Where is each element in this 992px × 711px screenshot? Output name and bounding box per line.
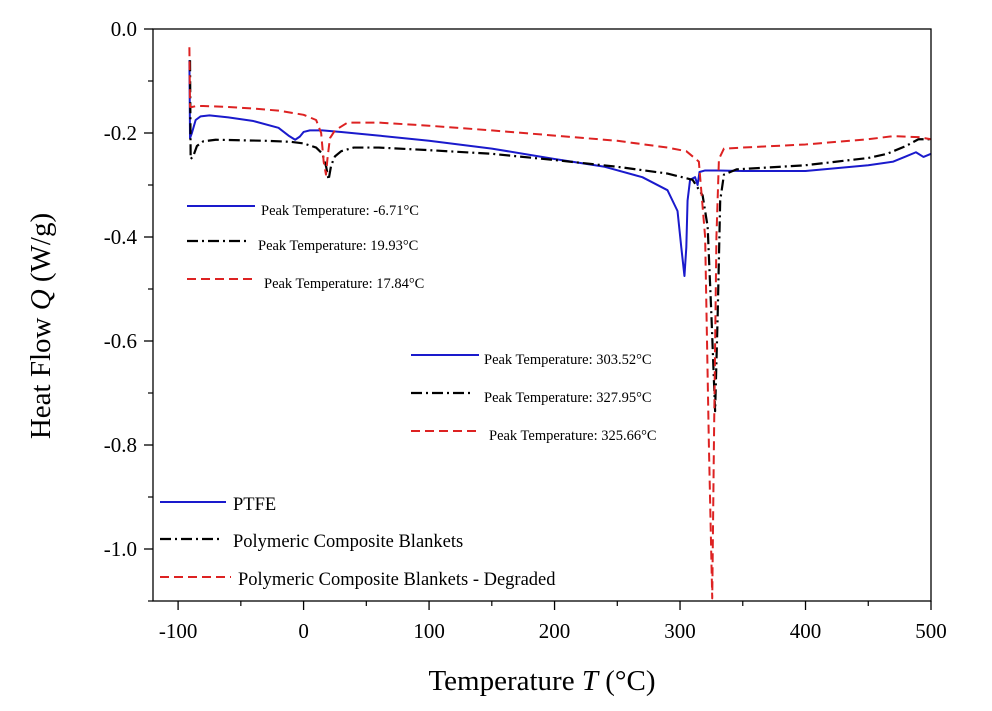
y-tick-label: -0.8 — [104, 433, 137, 457]
x-tick-label: 300 — [664, 619, 696, 643]
peak-annotation-text: Peak Temperature: 327.95°C — [484, 390, 652, 406]
y-tick-label: -0.6 — [104, 329, 137, 353]
x-axis-label-unit: (°C) — [598, 665, 656, 697]
x-axis-label-variable: T — [582, 665, 600, 697]
y-tick-label: -0.4 — [104, 225, 138, 249]
series-line-2 — [188, 60, 931, 413]
peak-annotations: Peak Temperature: -6.71°C Peak Temperatur… — [187, 203, 657, 444]
x-axis-label: Temperature T (°C) — [428, 665, 655, 697]
series-line-1 — [188, 60, 932, 277]
series-layer — [188, 47, 932, 600]
peak-annotation-text: Peak Temperature: 303.52°C — [484, 352, 652, 368]
x-tick-label: 500 — [915, 619, 947, 643]
peak-annotation-text: Peak Temperature: 19.93°C — [258, 238, 418, 254]
peak-annotation-text: Peak Temperature: -6.71°C — [261, 203, 419, 219]
legend: PTFE Polymeric Composite Blankets Polymeri… — [160, 495, 556, 590]
x-tick-label: -100 — [159, 619, 198, 643]
y-axis-label-variable: Q — [25, 289, 57, 310]
y-axis-label-unit: (W/g) — [25, 213, 57, 290]
legend-label: PTFE — [233, 495, 276, 515]
legend-label: Polymeric Composite Blankets — [233, 532, 463, 552]
peak-annotation-text: Peak Temperature: 325.66°C — [489, 428, 657, 444]
y-tick-label: -0.2 — [104, 121, 137, 145]
legend-label: Polymeric Composite Blankets - Degraded — [238, 570, 556, 590]
peak-annotation-text: Peak Temperature: 17.84°C — [264, 276, 424, 292]
axes-ticks: -100 0 100 200 300 400 500 0.0 -0.2 -0.4 -0.6 -0.8 -… — [104, 17, 947, 643]
x-tick-label: 200 — [539, 619, 571, 643]
x-axis-label-prefix: Temperature — [428, 665, 581, 697]
x-tick-label: 400 — [790, 619, 822, 643]
y-axis-label-prefix: Heat Flow — [25, 310, 57, 439]
plot-frame — [152, 28, 932, 602]
x-tick-label: 0 — [298, 619, 309, 643]
y-axis-label: Heat Flow Q (W/g) — [25, 213, 57, 439]
y-tick-label: 0.0 — [111, 17, 137, 41]
series-line-3 — [188, 47, 932, 600]
y-tick-label: -1.0 — [104, 537, 137, 561]
x-tick-label: 100 — [413, 619, 445, 643]
